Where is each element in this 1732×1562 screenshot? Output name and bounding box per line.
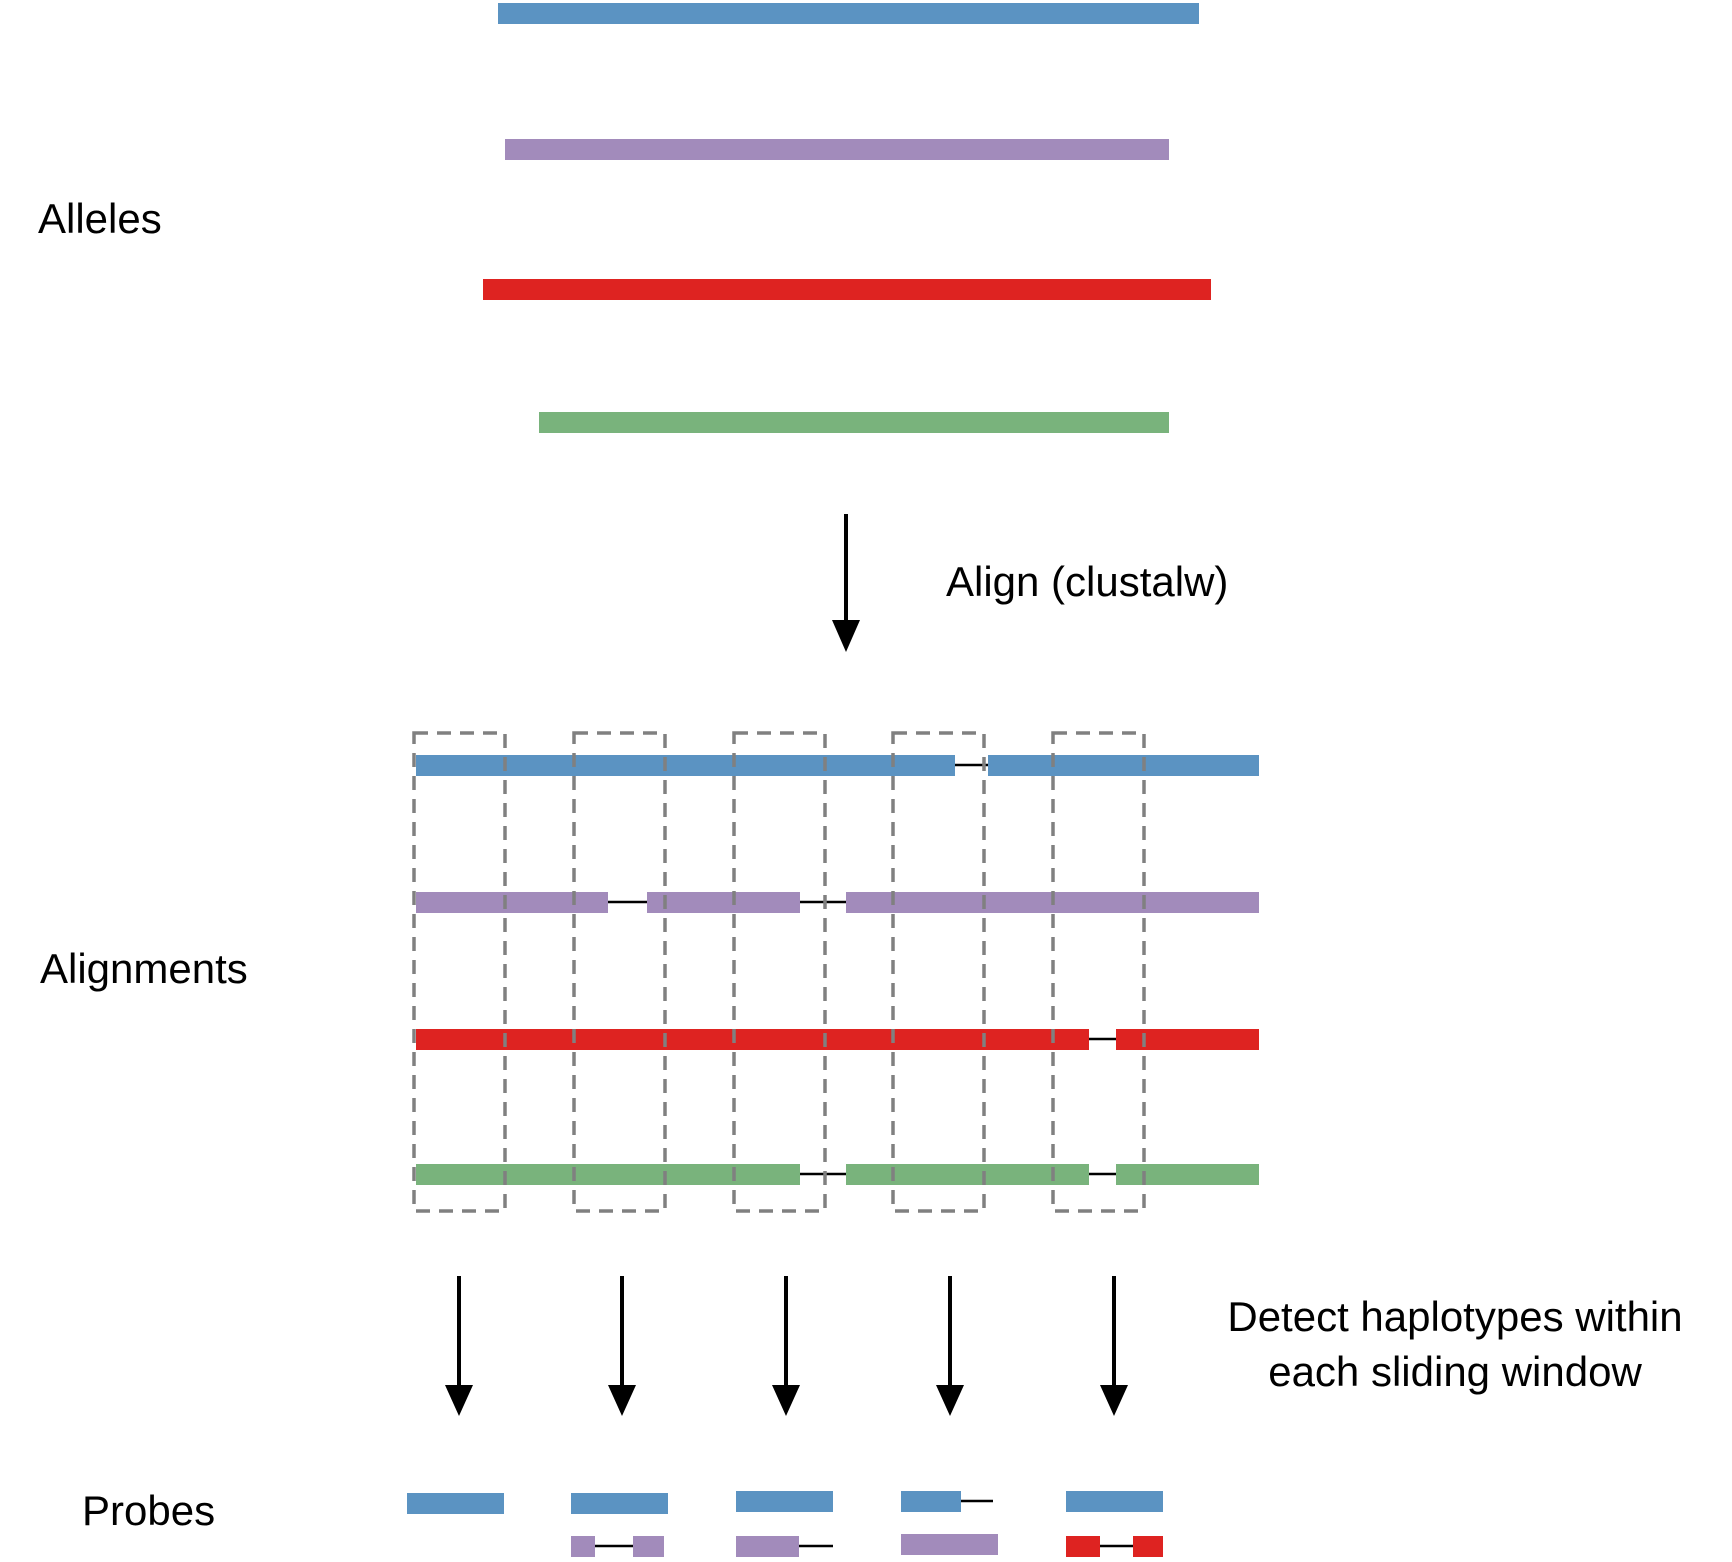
probe-set-4 — [901, 1491, 998, 1555]
sliding-window-4 — [891, 731, 986, 1213]
probe-blue — [407, 1493, 504, 1514]
aligned-segment — [1116, 1029, 1259, 1050]
window-arrow-4 — [936, 1276, 964, 1416]
probe-blue — [901, 1491, 961, 1512]
aligned-segment — [416, 892, 608, 913]
probe-red — [1133, 1536, 1163, 1557]
sliding-window-2 — [572, 731, 667, 1213]
alignment-rows — [416, 755, 1259, 1185]
window-arrow-1 — [445, 1276, 473, 1416]
allele-bar-green — [539, 412, 1169, 433]
probe-blue — [571, 1493, 668, 1514]
detect-step-line-1: Detect haplotypes within — [1227, 1293, 1683, 1340]
alleles-label: Alleles — [38, 195, 162, 242]
allele-bar-blue — [498, 3, 1199, 24]
alignment-row-red — [416, 1029, 1259, 1050]
probe-set-1 — [407, 1493, 504, 1514]
probe-purple — [571, 1536, 595, 1557]
probe-blue — [736, 1491, 833, 1512]
aligned-segment — [1116, 1164, 1259, 1185]
probes-label: Probes — [82, 1487, 216, 1534]
window-arrow-2 — [608, 1276, 636, 1416]
probe-set-2 — [571, 1493, 668, 1557]
probe-purple — [736, 1536, 799, 1557]
window-arrow-3 — [772, 1276, 800, 1416]
alignment-row-blue — [416, 755, 1259, 776]
align-arrow — [832, 514, 860, 652]
sliding-window-1 — [412, 731, 507, 1213]
aligned-segment — [416, 755, 955, 776]
aligned-segment — [647, 892, 800, 913]
window-arrows — [445, 1276, 1128, 1416]
probe-blue — [1066, 1491, 1163, 1512]
sliding-windows — [412, 731, 1146, 1213]
alignment-row-green — [416, 1164, 1259, 1185]
aligned-segment — [416, 1029, 1089, 1050]
window-arrow-5 — [1100, 1276, 1128, 1416]
aligned-segment — [846, 1164, 1089, 1185]
allele-bars — [483, 3, 1211, 433]
sliding-window-5 — [1051, 731, 1146, 1213]
probe-purple — [633, 1536, 664, 1557]
probe-red — [1066, 1536, 1100, 1557]
align-step-label: Align (clustalw) — [946, 558, 1229, 605]
allele-bar-purple — [505, 139, 1169, 160]
detect-step-label: Detect haplotypes within each sliding wi… — [1195, 1290, 1715, 1399]
probe-set-5 — [1066, 1491, 1163, 1557]
aligned-segment — [416, 1164, 800, 1185]
sliding-window-3 — [732, 731, 827, 1213]
probe-purple — [901, 1534, 998, 1555]
probe-set-3 — [736, 1491, 833, 1557]
allele-bar-red — [483, 279, 1211, 300]
detect-step-line-2: each sliding window — [1268, 1347, 1642, 1395]
aligned-segment — [988, 755, 1259, 776]
alignments-label: Alignments — [40, 945, 248, 992]
alignment-row-purple — [416, 892, 1259, 913]
probes — [407, 1491, 1163, 1557]
